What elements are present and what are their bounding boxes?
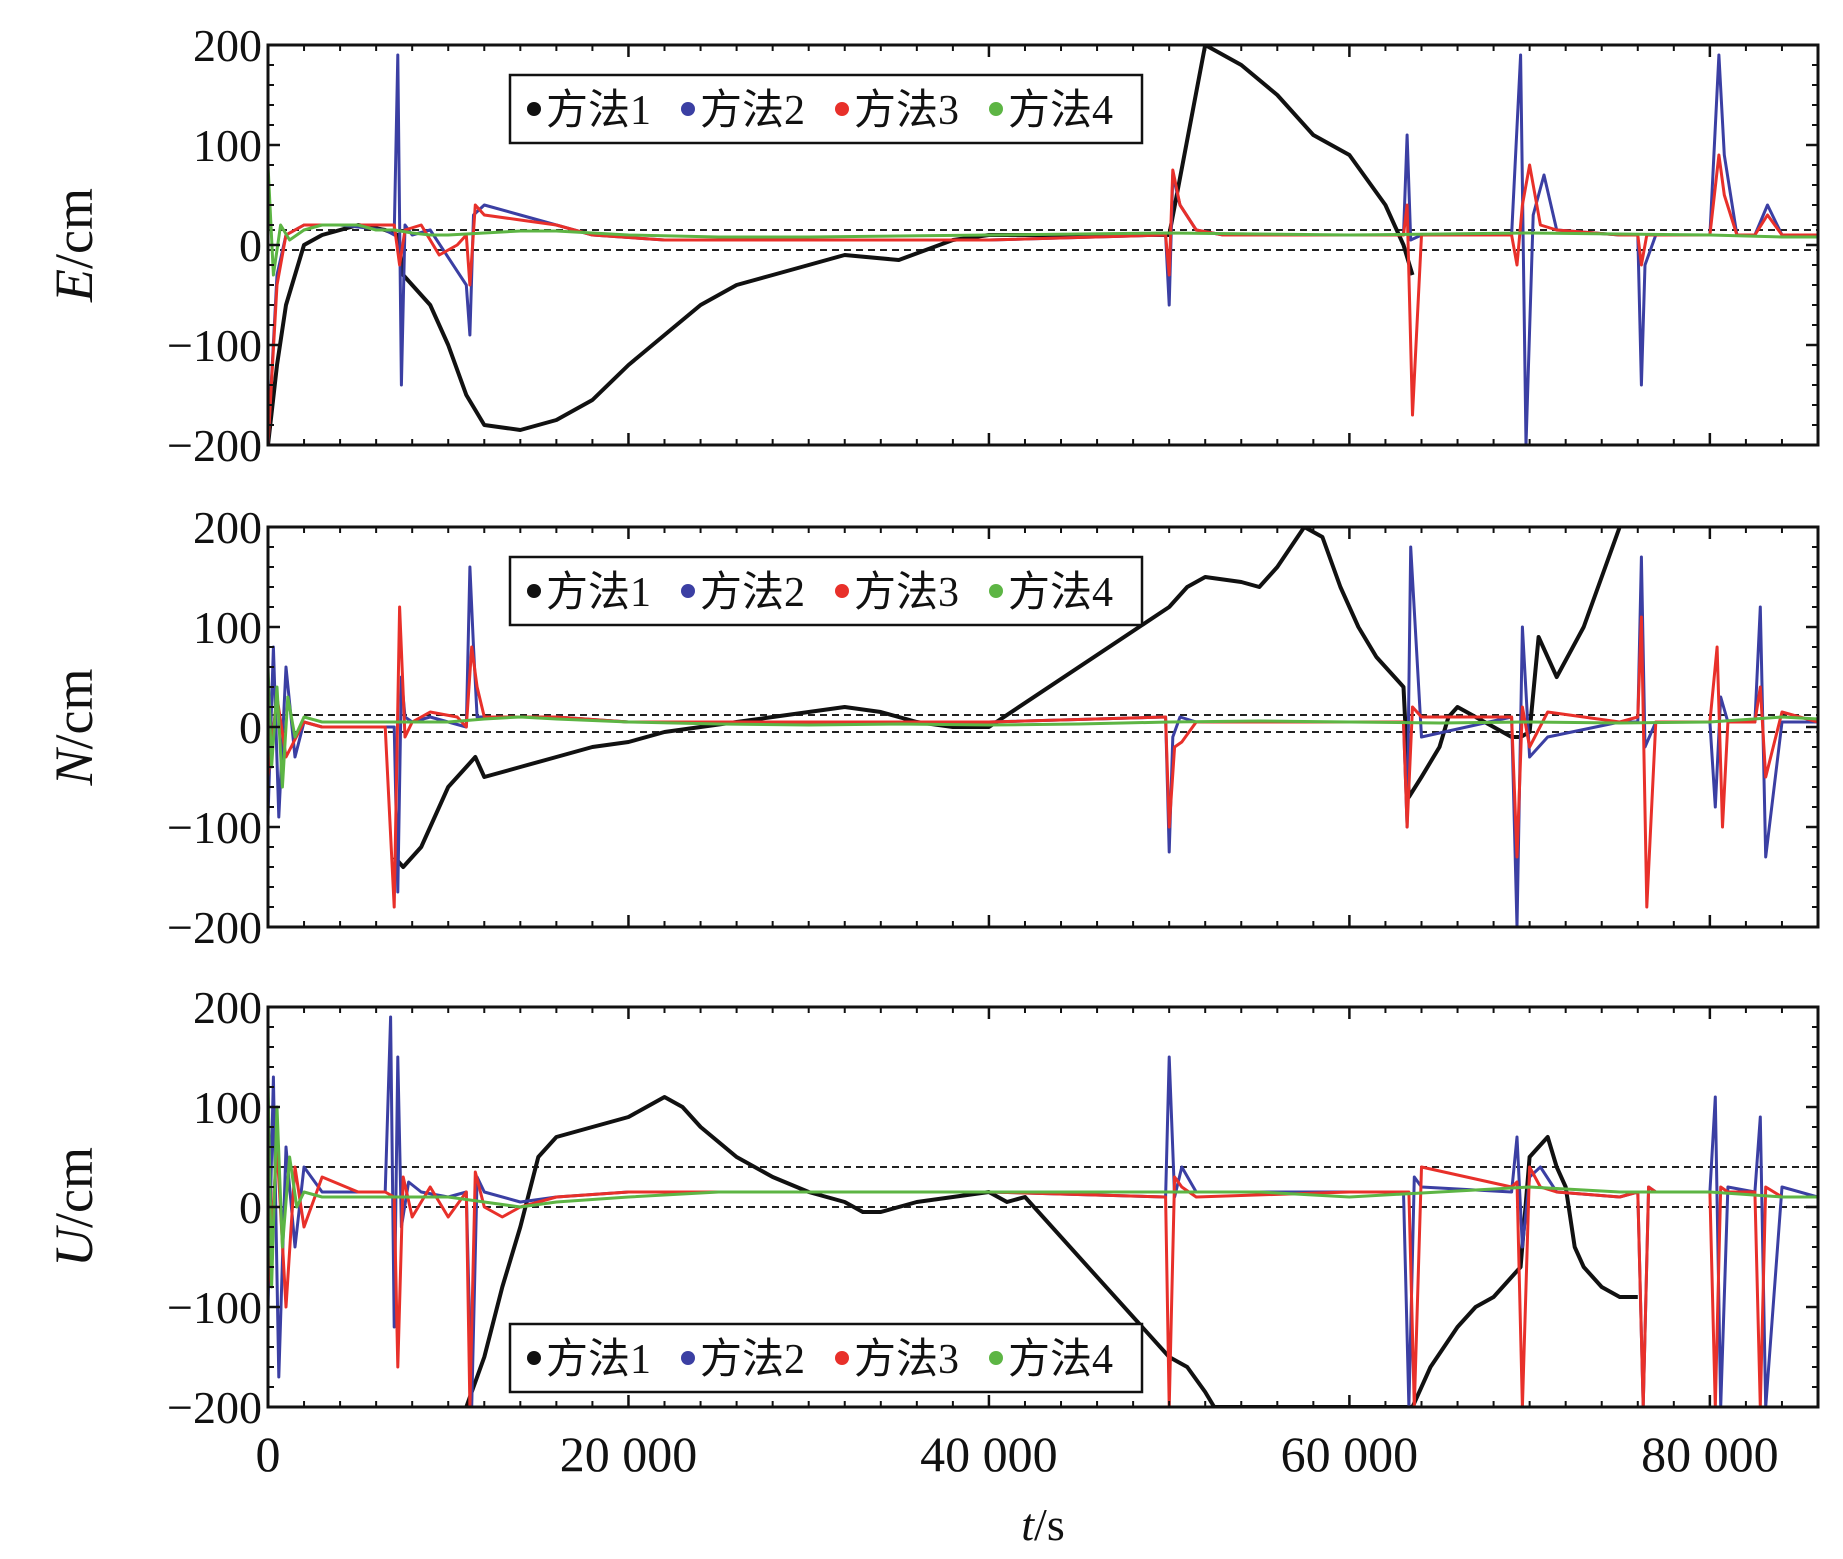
y-axis-label-unit: /cm [44, 188, 104, 269]
series-group [268, 1015, 1818, 1407]
legend: 方法1 方法2 方法3 方法4 [508, 1322, 1144, 1394]
legend-box [508, 1322, 1144, 1394]
y-tick-label: −200 [167, 902, 262, 953]
x-tick-label: 20 000 [560, 1426, 698, 1482]
y-tick-label: 200 [193, 982, 262, 1033]
legend-marker [835, 102, 849, 116]
series-line-方法1 [464, 1095, 1638, 1407]
legend-marker [681, 584, 695, 598]
legend-marker [989, 1351, 1003, 1365]
x-tick-label: 60 000 [1281, 1426, 1419, 1482]
legend-label: 方法2 [700, 570, 805, 616]
y-axis-label-unit: /cm [44, 1147, 104, 1228]
legend-marker [681, 1351, 695, 1365]
x-axis-label: t/s [1021, 1499, 1064, 1550]
x-tick-label: 40 000 [920, 1426, 1058, 1482]
x-axis-label-italic: t [1021, 1499, 1035, 1550]
panel-u: −200 −100 0 100 200 U/cm 方法1 方法2 方法3 方法4 [44, 982, 1820, 1433]
y-tick-label: 200 [193, 502, 262, 553]
legend-label: 方法3 [854, 570, 959, 616]
x-tick-label: 80 000 [1641, 1426, 1779, 1482]
y-axis-label-italic: N [44, 747, 104, 787]
series-line-方法4 [268, 164, 1818, 277]
legend-label: 方法3 [854, 88, 959, 134]
legend-marker [681, 102, 695, 116]
panel-e: −200 −100 0 100 200 E/cm 方法1 方法2 方法3 方法4 [44, 20, 1820, 471]
y-axis-label: U/cm [44, 1147, 104, 1267]
legend: 方法1 方法2 方法3 方法4 [508, 555, 1144, 627]
series-line-方法1 [392, 527, 1622, 869]
series-line-方法4 [268, 666, 1818, 789]
series-group [268, 527, 1818, 927]
series-line-方法3 [268, 153, 1818, 445]
y-axis-label-unit: /cm [44, 668, 104, 749]
legend-marker [835, 1351, 849, 1365]
series-line-方法3 [268, 605, 1818, 909]
x-tick-label: 0 [256, 1426, 281, 1482]
series-line-方法4 [268, 1076, 1818, 1289]
legend-box [508, 73, 1144, 145]
legend-label: 方法1 [546, 88, 651, 134]
y-tick-label: 100 [193, 120, 262, 171]
y-axis-label: E/cm [44, 188, 104, 303]
y-tick-label: −200 [167, 420, 262, 471]
legend-marker [835, 584, 849, 598]
legend-label: 方法1 [546, 1337, 651, 1383]
legend-label: 方法3 [854, 1337, 959, 1383]
legend-marker [527, 584, 541, 598]
y-tick-label: 100 [193, 602, 262, 653]
legend-marker [989, 102, 1003, 116]
y-tick-label: 200 [193, 20, 262, 71]
y-axis-label-italic: U [44, 1225, 104, 1267]
y-axis-label-italic: E [44, 269, 104, 303]
legend-marker [527, 1351, 541, 1365]
legend-label: 方法4 [1008, 88, 1113, 134]
legend-marker [989, 584, 1003, 598]
x-axis-label-unit: /s [1034, 1499, 1065, 1550]
y-axis-label: N/cm [44, 668, 104, 786]
legend-label: 方法2 [700, 88, 805, 134]
legend-label: 方法4 [1008, 1337, 1113, 1383]
legend-label: 方法1 [546, 570, 651, 616]
y-tick-label: −200 [167, 1382, 262, 1433]
y-tick-label: −100 [167, 1282, 262, 1333]
legend-label: 方法2 [700, 1337, 805, 1383]
legend-box [508, 555, 1144, 627]
y-tick-label: 0 [239, 220, 262, 271]
y-tick-label: 100 [193, 1082, 262, 1133]
legend-marker [527, 102, 541, 116]
legend: 方法1 方法2 方法3 方法4 [508, 73, 1144, 145]
y-tick-label: 0 [239, 1182, 262, 1233]
panel-n: −200 −100 0 100 200 N/cm 方法1 方法2 方法3 方法4 [44, 502, 1820, 953]
y-tick-label: −100 [167, 802, 262, 853]
series-group [268, 45, 1818, 445]
x-axis: t/s 0 20 000 40 000 60 000 80 000 [256, 1426, 1779, 1550]
y-tick-label: 0 [239, 702, 262, 753]
y-tick-label: −100 [167, 320, 262, 371]
panels: −200 −100 0 100 200 E/cm 方法1 方法2 方法3 方法4 −200 −100 0… [44, 20, 1820, 1433]
legend-label: 方法4 [1008, 570, 1113, 616]
